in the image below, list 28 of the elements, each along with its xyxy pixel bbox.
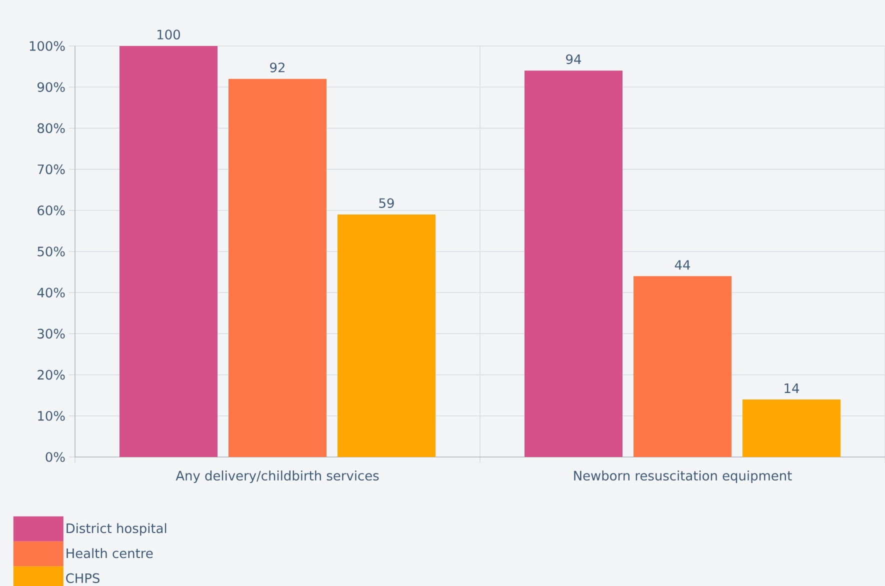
- bar: [742, 399, 841, 457]
- bar: [120, 46, 218, 457]
- y-tick-label: 10%: [38, 411, 65, 421]
- bar: [338, 214, 436, 457]
- y-tick-label: 60%: [38, 206, 65, 216]
- y-tick-label: 100%: [30, 41, 65, 51]
- x-tick-label: Newborn resuscitation equipment: [574, 470, 792, 484]
- y-tick-label: 50%: [38, 246, 65, 256]
- legend-label: CHPS: [66, 573, 100, 584]
- data-label: 94: [566, 54, 582, 64]
- bar: [634, 276, 732, 457]
- data-label: 100: [158, 30, 180, 40]
- y-tick-label: 20%: [38, 370, 65, 380]
- data-label: 59: [379, 198, 394, 208]
- legend-label: Health centre: [66, 548, 153, 558]
- y-tick-label: 30%: [38, 328, 65, 339]
- bar: [524, 70, 623, 457]
- y-tick-label: 0%: [46, 452, 65, 462]
- data-label: 92: [270, 62, 284, 72]
- legend-label: District hospital: [66, 523, 166, 536]
- data-label: 44: [674, 260, 690, 270]
- y-tick-label: 80%: [38, 123, 65, 134]
- bar: [228, 78, 327, 457]
- y-tick-label: 70%: [38, 164, 65, 174]
- y-tick-label: 90%: [38, 82, 65, 92]
- y-tick-label: 40%: [37, 288, 65, 298]
- data-label: 14: [784, 384, 800, 393]
- x-tick-label: Any delivery/childbirth services: [176, 470, 379, 484]
